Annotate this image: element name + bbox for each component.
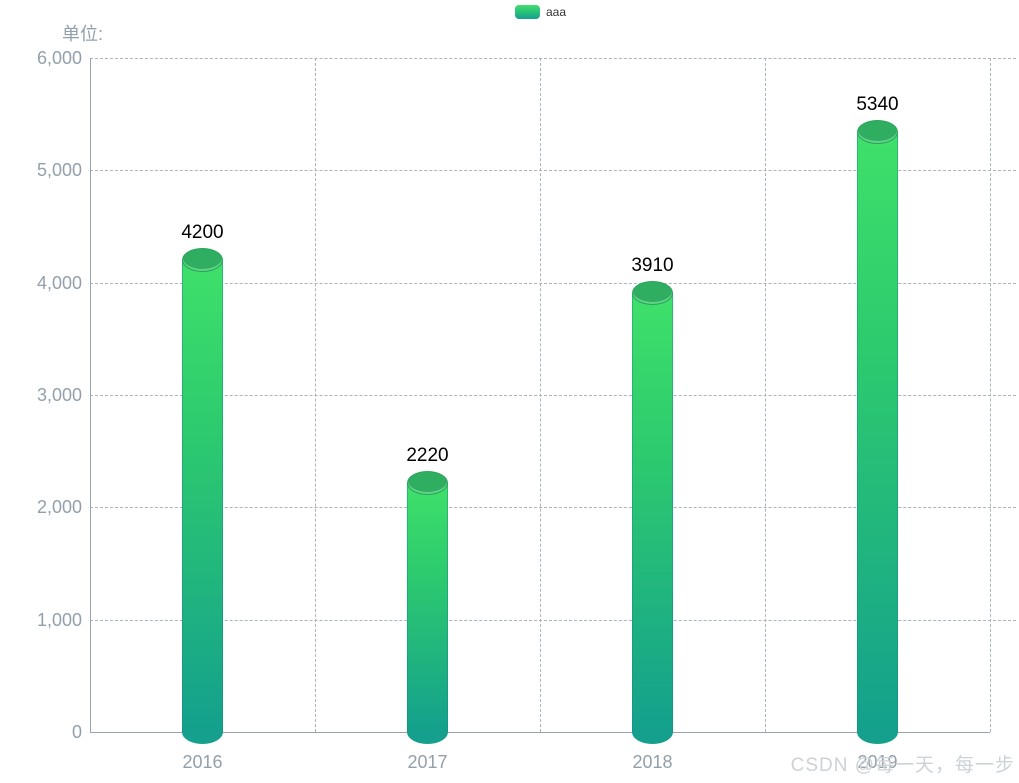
gridline-vertical xyxy=(315,58,316,732)
y-axis-unit-label: 单位: xyxy=(62,24,104,44)
bar-value-label: 3910 xyxy=(631,254,674,276)
x-axis-label: 2018 xyxy=(632,752,673,772)
x-axis-label: 2019 xyxy=(857,752,898,772)
bar-top-ellipse xyxy=(857,120,898,145)
bar-value-label: 2220 xyxy=(406,444,449,466)
x-axis-label: 2016 xyxy=(182,752,223,772)
bar-2016[interactable] xyxy=(182,260,223,732)
bar-2017[interactable] xyxy=(407,482,448,732)
bar-top-ellipse xyxy=(407,470,448,495)
y-axis-tick-label: 6,000 xyxy=(36,48,82,68)
gridline-vertical xyxy=(990,58,991,732)
gridline-horizontal xyxy=(90,170,1016,172)
y-axis-tick-label: 2,000 xyxy=(36,497,82,518)
gridline-horizontal xyxy=(90,619,1016,621)
y-axis-tick-label: 1,000 xyxy=(36,609,82,630)
bar-2019[interactable] xyxy=(857,132,898,732)
bar-top-ellipse xyxy=(182,248,223,273)
gridline-vertical xyxy=(765,58,766,732)
gridline-horizontal xyxy=(90,395,1016,396)
bar-2018[interactable] xyxy=(632,292,673,732)
x-axis-line xyxy=(90,732,990,733)
y-axis-tick-label: 4,000 xyxy=(36,272,82,293)
bar-top-ellipse xyxy=(632,280,673,305)
y-axis-tick-label: 0 xyxy=(71,722,82,742)
watermark: CSDN @每一天，每一步 xyxy=(790,755,1015,776)
x-axis-label: 2017 xyxy=(407,752,448,772)
bar-value-label: 4200 xyxy=(181,222,224,244)
gridline-horizontal xyxy=(90,282,1016,284)
gridline-horizontal xyxy=(90,58,1016,59)
gridline-vertical xyxy=(540,58,541,732)
gridline-horizontal xyxy=(90,507,1016,509)
legend-item-aaa[interactable]: aaa xyxy=(515,5,566,19)
y-axis-tick-label: 5,000 xyxy=(36,160,82,181)
legend-label: aaa xyxy=(546,5,567,19)
y-axis-line xyxy=(90,58,91,732)
legend-swatch-icon xyxy=(515,5,540,19)
bar-value-label: 5340 xyxy=(856,94,899,116)
y-axis-tick-label: 3,000 xyxy=(36,385,82,405)
